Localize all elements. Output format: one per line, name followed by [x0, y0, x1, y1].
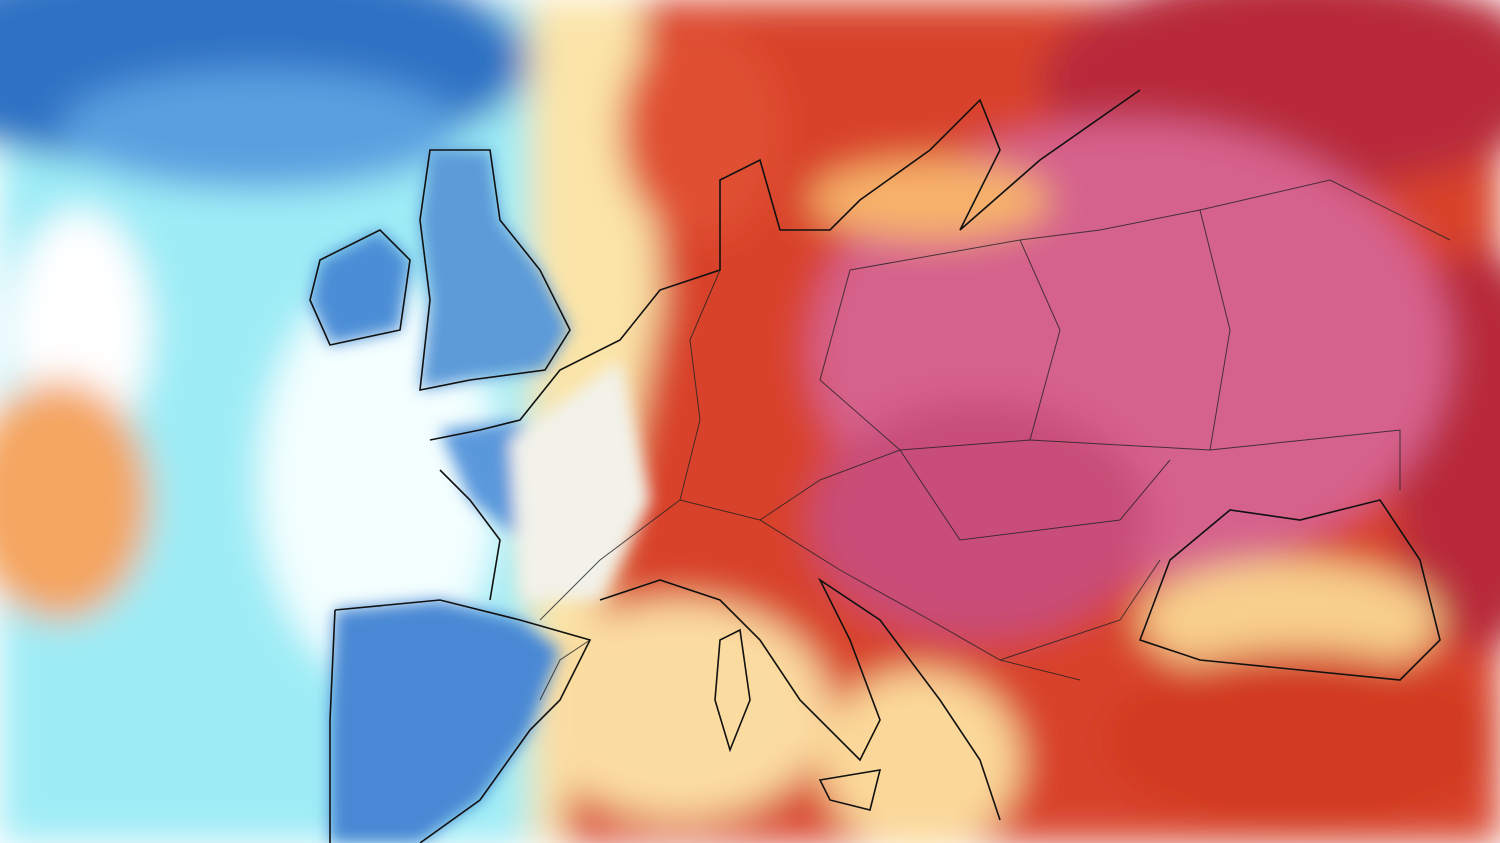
coastline — [419, 149, 571, 391]
coastline — [439, 469, 501, 601]
anatolia — [1100, 650, 1500, 830]
ionian-sea — [820, 670, 1020, 843]
france-neutral — [510, 360, 650, 600]
iberia — [330, 600, 560, 843]
border — [679, 179, 1451, 681]
hot-south — [810, 400, 1150, 640]
coastline — [329, 599, 592, 843]
scandinavia — [620, 20, 780, 240]
cool-band — [60, 70, 460, 190]
warm-ocean — [0, 380, 150, 620]
coastline — [818, 769, 882, 811]
coastline — [599, 577, 1001, 821]
great-britain — [420, 150, 570, 390]
coastline — [1138, 499, 1441, 681]
coastline — [714, 628, 751, 753]
baltic-sea — [810, 160, 1050, 240]
cool-land — [310, 150, 650, 843]
coastline — [429, 89, 1141, 441]
outlines — [309, 89, 1451, 843]
black-sea — [1140, 560, 1440, 680]
ireland — [310, 230, 410, 345]
coastline — [309, 229, 411, 346]
west-mediterranean — [530, 600, 830, 820]
border — [539, 269, 721, 701]
